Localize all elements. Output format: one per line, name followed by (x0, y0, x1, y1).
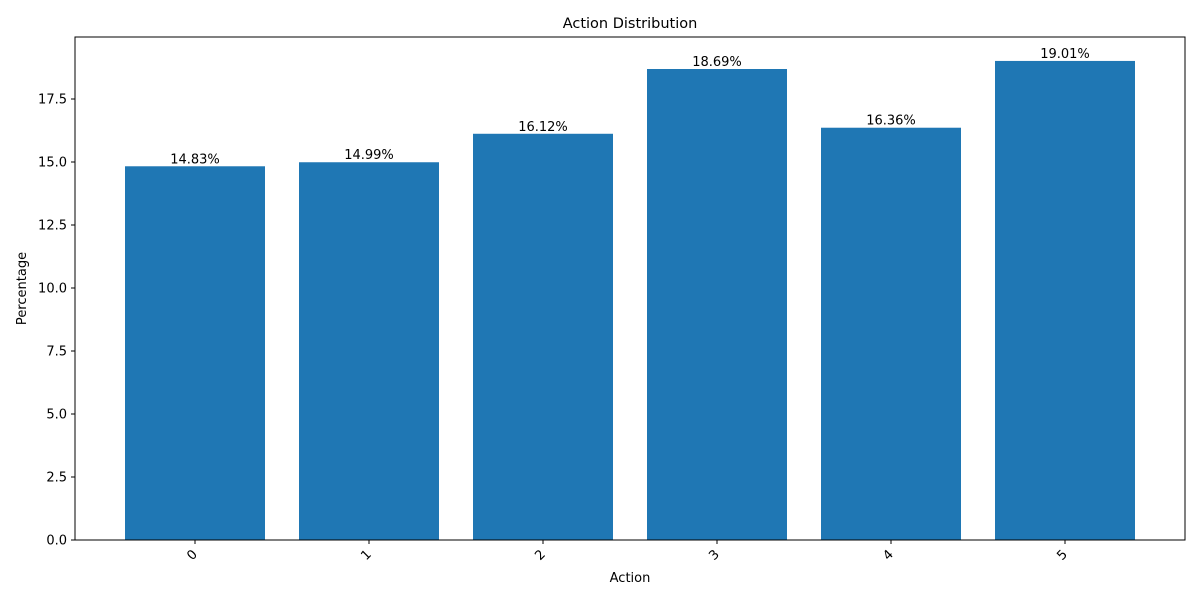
chart-title: Action Distribution (563, 16, 698, 32)
y-tick-label: 12.5 (38, 218, 67, 233)
y-tick-label: 5.0 (46, 407, 67, 422)
x-tick-label-4: 4 (880, 547, 896, 563)
bar-value-label-1: 14.99% (344, 148, 394, 163)
bar-value-label-5: 19.01% (1040, 47, 1090, 62)
bar-5 (995, 60, 1135, 541)
x-tick-label-2: 2 (532, 547, 548, 563)
y-tick-label: 2.5 (46, 470, 67, 485)
x-tick-label-3: 3 (706, 547, 722, 563)
bar-labels-group: 14.83% 14.99% 16.12% 18.69% 16.36% 19.01% (170, 47, 1090, 167)
x-tick-label-1: 1 (358, 547, 374, 563)
y-axis: 0.0 2.5 5.0 7.5 10.0 12.5 15.0 17.5 (38, 92, 75, 549)
bar-3 (647, 69, 787, 540)
bar-value-label-0: 14.83% (170, 152, 220, 167)
bar-4 (821, 127, 961, 541)
y-axis-label: Percentage (15, 252, 30, 325)
x-axis-label: Action (610, 571, 651, 586)
y-tick-label: 10.0 (38, 281, 67, 296)
y-tick-label: 7.5 (46, 344, 67, 359)
x-tick-label-0: 0 (184, 547, 200, 563)
bar-1 (299, 162, 439, 541)
y-tick-label: 15.0 (38, 155, 67, 170)
bar-2 (473, 133, 613, 541)
bar-value-label-2: 16.12% (518, 120, 568, 135)
plot-frame (74, 36, 1186, 541)
bar-value-label-4: 16.36% (866, 114, 916, 129)
bars-group (125, 60, 1135, 541)
x-axis: 0 1 2 3 4 5 (184, 540, 1071, 564)
bar-0 (125, 166, 265, 540)
x-tick-label-5: 5 (1054, 547, 1070, 563)
y-tick-label: 17.5 (38, 92, 67, 107)
bar-value-label-3: 18.69% (692, 55, 742, 70)
y-tick-label: 0.0 (46, 534, 67, 549)
